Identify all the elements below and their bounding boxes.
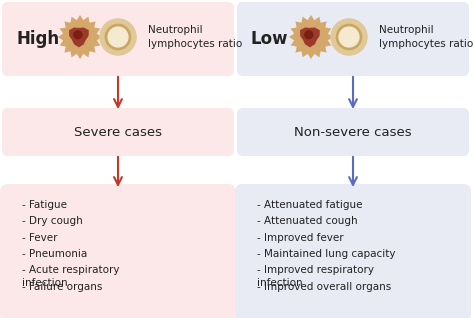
Text: - Attenuated cough: - Attenuated cough — [257, 216, 357, 226]
Text: - Fever: - Fever — [22, 232, 57, 243]
FancyBboxPatch shape — [0, 184, 236, 318]
FancyBboxPatch shape — [237, 108, 469, 156]
FancyBboxPatch shape — [237, 2, 469, 76]
Text: - Dry cough: - Dry cough — [22, 216, 83, 226]
Text: - Acute respiratory
infection: - Acute respiratory infection — [22, 265, 119, 287]
Polygon shape — [300, 27, 320, 47]
Text: - Maintained lung capacity: - Maintained lung capacity — [257, 249, 395, 259]
Circle shape — [305, 31, 313, 39]
Circle shape — [108, 27, 128, 47]
Polygon shape — [58, 15, 102, 59]
FancyBboxPatch shape — [235, 184, 471, 318]
Text: Low: Low — [251, 30, 289, 48]
Text: Severe cases: Severe cases — [74, 126, 162, 139]
Text: Neutrophil
lymphocytes ratio: Neutrophil lymphocytes ratio — [148, 25, 242, 49]
Text: - Attenuated fatigue: - Attenuated fatigue — [257, 200, 363, 210]
Circle shape — [105, 24, 131, 50]
FancyBboxPatch shape — [2, 108, 234, 156]
Text: - Fatigue: - Fatigue — [22, 200, 67, 210]
Circle shape — [339, 27, 359, 47]
Text: - Failure organs: - Failure organs — [22, 281, 102, 292]
Text: - Improved fever: - Improved fever — [257, 232, 344, 243]
Text: High: High — [16, 30, 59, 48]
Text: Neutrophil
lymphocytes ratio: Neutrophil lymphocytes ratio — [379, 25, 473, 49]
FancyBboxPatch shape — [2, 2, 234, 76]
Polygon shape — [289, 15, 333, 59]
Text: - Pneumonia: - Pneumonia — [22, 249, 87, 259]
Polygon shape — [69, 27, 89, 47]
Text: - Improved respiratory
infection: - Improved respiratory infection — [257, 265, 374, 287]
Circle shape — [331, 19, 367, 55]
Text: - Improved overall organs: - Improved overall organs — [257, 281, 391, 292]
Circle shape — [337, 24, 362, 50]
Circle shape — [100, 19, 136, 55]
Circle shape — [74, 31, 82, 39]
Text: Non-severe cases: Non-severe cases — [294, 126, 412, 139]
